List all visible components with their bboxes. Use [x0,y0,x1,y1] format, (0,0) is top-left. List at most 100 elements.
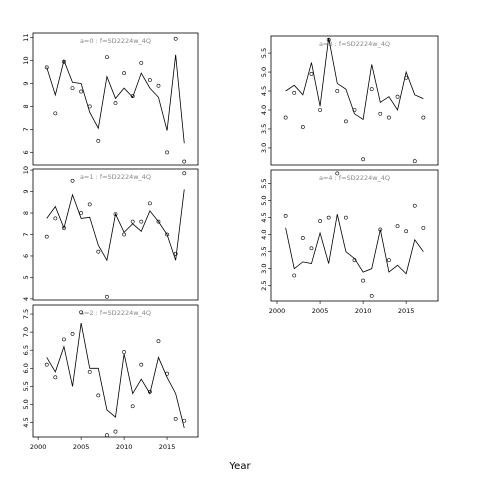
data-point [139,219,144,224]
data-point [309,246,314,251]
data-point [79,310,84,315]
data-point [96,249,101,254]
y-tick-label: 7 [22,232,30,236]
data-point [182,171,187,176]
y-tick-label: 5.5 [260,178,268,188]
y-tick-label: 5.0 [22,399,30,409]
y-tick-label: 3.5 [260,124,268,134]
x-axis-label: Year [228,461,251,472]
data-point [173,251,178,256]
data-point [395,224,400,229]
y-tick-label: 6.5 [22,345,30,355]
y-tick-label: 3.0 [260,143,268,153]
x-tick-label: 2000 [269,307,286,315]
data-point [147,78,152,82]
y-tick-label: 8 [22,104,30,108]
data-point [53,216,58,221]
y-tick-label: 4.5 [260,86,268,96]
data-point [421,115,426,120]
data-point [412,203,417,208]
data-point [53,111,58,116]
panel-frame [270,35,439,166]
data-point [44,362,49,367]
data-point [343,215,348,220]
y-tick-label: 7.5 [22,309,30,319]
data-point [44,234,49,239]
panel-title: a=4 : f=SD2224w_4Q [319,174,390,182]
series-line [285,37,424,121]
data-point [165,232,169,237]
data-point [387,115,391,120]
data-point [105,55,109,60]
data-point [96,393,101,398]
data-point [147,201,152,206]
data-point [122,350,126,354]
panel-title: a=3 : f=SD2224w_4Q [319,40,390,48]
data-point [361,157,366,162]
data-point [173,417,178,421]
data-point [79,89,84,94]
y-tick-label: 8 [22,211,30,215]
series-line [46,54,185,144]
series-line [46,189,185,262]
x-tick-label: 2010 [116,443,133,451]
y-tick-label: 10 [22,166,30,174]
y-tick-label: 5.0 [260,67,268,77]
data-point [156,83,161,88]
panel-title: a=0 : f=SD2224w_4Q [80,37,151,45]
data-point [335,89,340,93]
data-point [421,225,426,230]
data-point [156,339,161,344]
data-point [130,219,135,224]
data-point [326,215,331,220]
y-tick-label: 4.5 [260,212,268,222]
data-point [395,94,400,99]
data-point [378,111,383,116]
y-tick-label: 7.0 [22,327,30,337]
y-tick-label: 6 [22,150,30,154]
data-point [62,337,66,342]
y-tick-label: 2.5 [260,281,268,291]
data-point [292,273,297,278]
data-point [105,294,109,299]
data-point [139,362,144,367]
y-tick-label: 11 [22,33,30,41]
data-point [300,125,305,129]
x-tick-label: 2010 [355,307,372,315]
data-point [412,159,417,164]
y-tick-label: 5.5 [22,381,30,391]
data-point [96,138,101,143]
data-point [156,219,161,224]
y-tick-label: 6.0 [22,363,30,373]
panel-frame [270,169,439,302]
data-point [292,91,297,95]
x-tick-label: 2015 [159,443,176,451]
series-line [285,214,424,275]
data-point [130,404,135,409]
data-point [404,229,409,234]
data-point [122,71,126,76]
x-tick-label: 2000 [30,443,47,451]
y-tick-label: 9 [22,81,30,85]
y-tick-label: 7 [22,127,30,131]
y-tick-label: 4 [22,297,30,301]
y-tick-label: 3.0 [260,264,268,274]
data-point [283,214,288,218]
data-point [283,115,288,120]
x-tick-label: 2005 [312,307,329,315]
y-tick-label: 9 [22,189,30,193]
data-point [87,202,92,207]
y-tick-label: 10 [22,56,30,64]
data-point [369,293,374,298]
data-point [70,178,75,183]
data-point [53,375,58,380]
y-tick-label: 5.0 [260,195,268,205]
data-point [300,236,305,240]
y-tick-label: 4.0 [260,229,268,239]
x-tick-label: 2005 [73,443,90,451]
series-line [46,323,185,429]
panel-title: a=2 : f=SD2224w_4Q [80,309,151,317]
data-point [44,65,49,70]
x-tick-label: 2015 [398,307,415,315]
